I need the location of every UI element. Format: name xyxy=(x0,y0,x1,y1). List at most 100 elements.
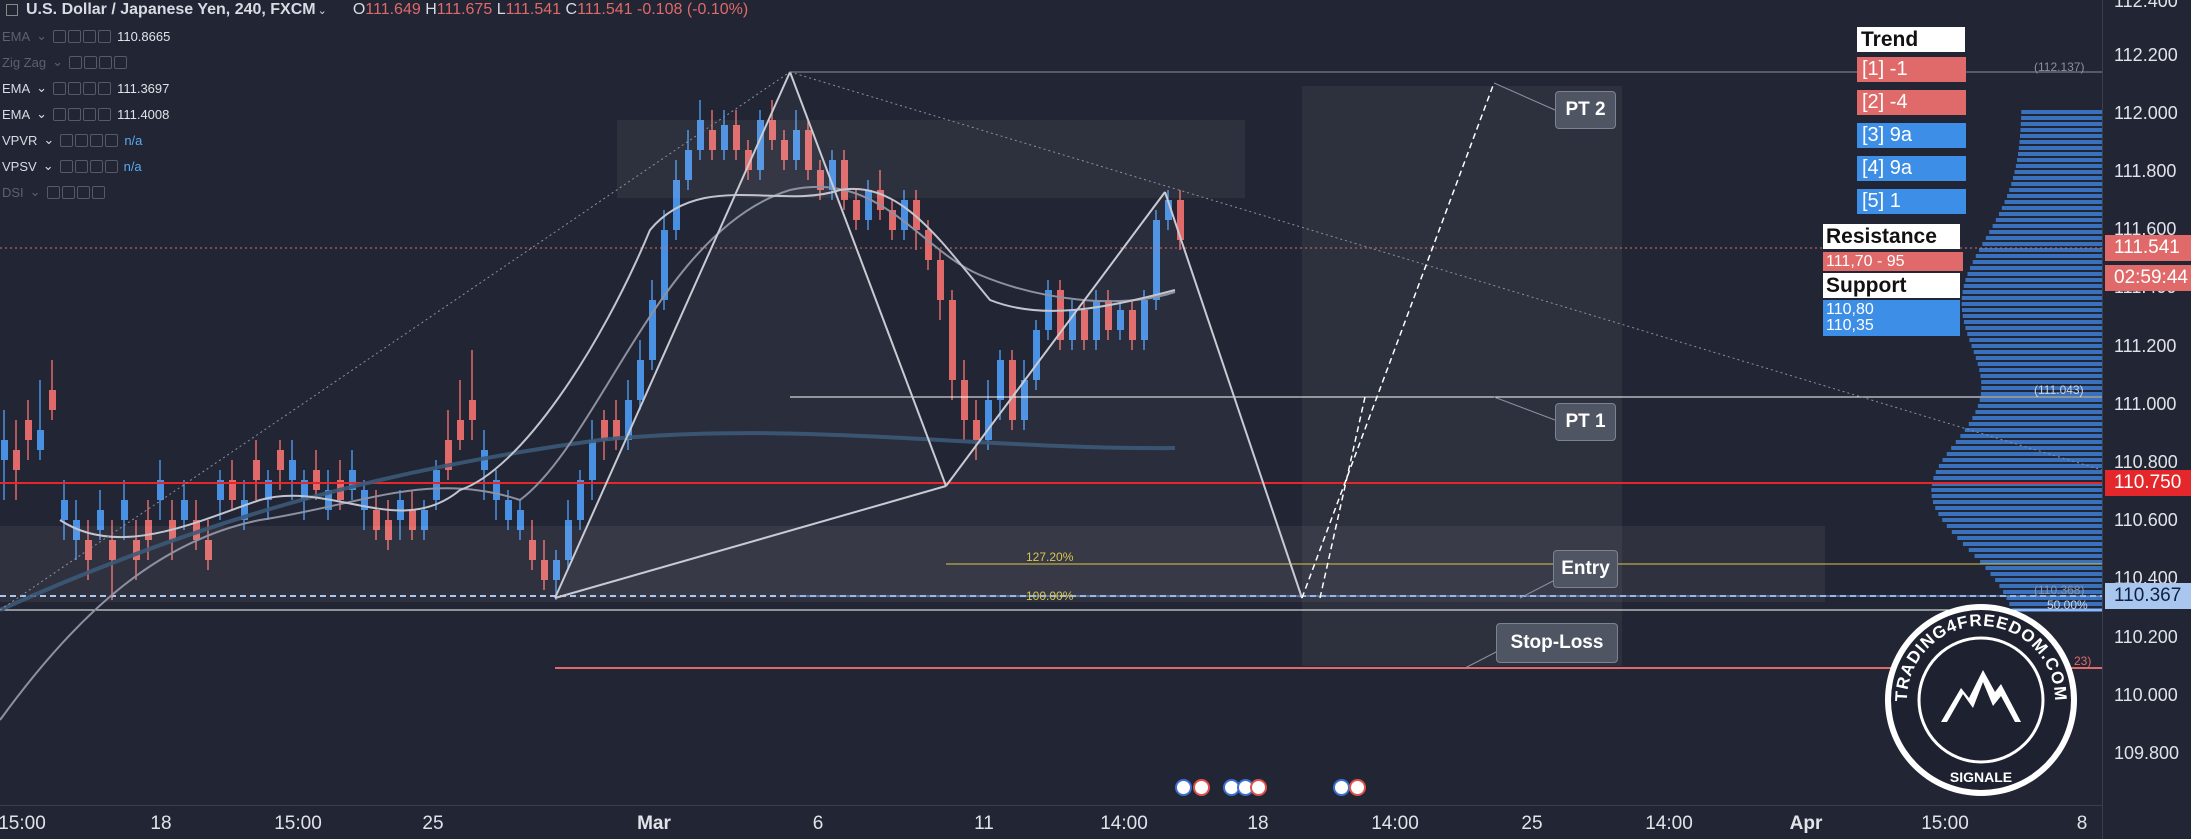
settings-icon[interactable] xyxy=(98,107,112,121)
price-tick: 111.800 xyxy=(2114,161,2177,181)
settings-icon[interactable] xyxy=(91,185,105,199)
chevron-down-icon[interactable]: ⌄ xyxy=(52,54,63,69)
trend-row: [3] 9a xyxy=(1857,123,1966,148)
volume-profile-bar xyxy=(1969,266,2102,270)
symbol-title[interactable]: U.S. Dollar / Japanese Yen, 240, FXCM xyxy=(26,1,316,18)
indicator-name[interactable]: VPVR xyxy=(2,132,38,148)
event-flag-jp-icon[interactable] xyxy=(1193,779,1210,796)
time-axis[interactable] xyxy=(0,805,2102,839)
entry-callout[interactable]: Entry xyxy=(1553,550,1618,588)
settings-icon[interactable] xyxy=(83,81,97,95)
settings-icon[interactable] xyxy=(74,159,88,173)
volume-profile-bar xyxy=(1962,314,2102,318)
settings-icon[interactable] xyxy=(105,133,119,147)
volume-profile-bar xyxy=(1974,554,2102,558)
indicator-controls[interactable] xyxy=(68,55,127,69)
price-axis[interactable] xyxy=(2102,0,2191,839)
settings-icon[interactable] xyxy=(83,29,97,43)
indicator-name[interactable]: EMA xyxy=(2,106,31,122)
candle-body xyxy=(1117,310,1124,330)
settings-icon[interactable] xyxy=(53,107,67,121)
indicator-row[interactable]: EMA ⌄ 111.4008 xyxy=(2,104,169,124)
settings-icon[interactable] xyxy=(75,133,89,147)
stop-loss-callout[interactable]: Stop-Loss xyxy=(1496,623,1618,663)
settings-icon[interactable] xyxy=(53,81,67,95)
pt1-callout[interactable]: PT 1 xyxy=(1555,403,1616,441)
indicator-controls[interactable] xyxy=(53,107,112,121)
pt2-callout[interactable]: PT 2 xyxy=(1555,91,1616,129)
candle-body xyxy=(13,450,20,470)
indicator-controls[interactable] xyxy=(53,29,112,43)
indicator-controls[interactable] xyxy=(46,185,105,199)
indicator-row[interactable]: VPSV ⌄ n/a xyxy=(2,156,142,176)
event-flag-us-icon[interactable] xyxy=(1333,779,1350,796)
indicator-row[interactable]: VPVR ⌄ n/a xyxy=(2,130,142,150)
event-flag-jp-icon[interactable] xyxy=(1349,779,1366,796)
settings-icon[interactable] xyxy=(89,159,103,173)
time-tick: 14:00 xyxy=(1371,813,1419,834)
settings-icon[interactable] xyxy=(60,133,74,147)
candle-body xyxy=(49,390,56,410)
settings-icon[interactable] xyxy=(46,185,60,199)
candle-body xyxy=(241,500,248,520)
volume-profile-bar xyxy=(1979,248,2102,252)
indicator-value: n/a xyxy=(124,132,143,148)
collapse-icon[interactable] xyxy=(6,4,18,16)
settings-icon[interactable] xyxy=(68,55,82,69)
settings-icon[interactable] xyxy=(59,159,73,173)
indicator-controls[interactable] xyxy=(53,81,112,95)
chevron-down-icon[interactable]: ⌄ xyxy=(42,158,54,173)
volume-profile-bar xyxy=(1990,572,2102,576)
logo-subtext: SIGNALE xyxy=(1950,769,2012,785)
indicator-row[interactable]: DSI ⌄ xyxy=(2,182,105,202)
settings-icon[interactable] xyxy=(68,107,82,121)
chevron-down-icon[interactable]: ⌄ xyxy=(36,106,48,121)
settings-icon[interactable] xyxy=(53,29,67,43)
indicator-row[interactable]: Zig Zag ⌄ xyxy=(2,52,127,72)
settings-icon[interactable] xyxy=(90,133,104,147)
settings-icon[interactable] xyxy=(104,159,118,173)
settings-icon[interactable] xyxy=(76,185,90,199)
indicator-controls[interactable] xyxy=(60,133,119,147)
pattern-leg xyxy=(945,191,1166,487)
price-label-110368: (110.368) xyxy=(2034,583,2085,597)
settings-icon[interactable] xyxy=(61,185,75,199)
candle-body xyxy=(301,480,308,500)
event-flag-us-icon[interactable] xyxy=(1175,779,1192,796)
price-tick: 110.000 xyxy=(2114,685,2178,705)
settings-icon[interactable] xyxy=(113,55,127,69)
indicator-name[interactable]: Zig Zag xyxy=(2,54,47,70)
chevron-down-icon[interactable]: ⌄ xyxy=(43,132,55,147)
candles xyxy=(1,100,1184,600)
indicator-row[interactable]: EMA ⌄ 110.8665 xyxy=(2,26,170,46)
event-flag-jp-icon[interactable] xyxy=(1250,779,1267,796)
chevron-down-icon[interactable]: ⌄ xyxy=(36,28,48,43)
indicator-name[interactable]: EMA xyxy=(2,80,31,96)
trading4freedom-logo: TRADING4FREEDOM.COM SIGNALE xyxy=(1885,604,2077,796)
indicator-name[interactable]: VPSV xyxy=(2,158,37,174)
chevron-down-icon[interactable]: ⌄ xyxy=(317,4,327,17)
support-title: Support xyxy=(1823,273,1960,298)
indicator-name[interactable]: EMA xyxy=(2,28,31,44)
settings-icon[interactable] xyxy=(68,29,82,43)
indicator-name[interactable]: DSI xyxy=(2,184,24,200)
chevron-down-icon[interactable]: ⌄ xyxy=(36,80,48,95)
candle-body xyxy=(145,520,152,540)
candle-body xyxy=(625,400,632,440)
settings-icon[interactable] xyxy=(98,29,112,43)
volume-profile-bar xyxy=(2019,140,2102,144)
indicator-row[interactable]: EMA ⌄ 111.3697 xyxy=(2,78,169,98)
settings-icon[interactable] xyxy=(98,81,112,95)
settings-icon[interactable] xyxy=(68,81,82,95)
indicator-controls[interactable] xyxy=(59,159,118,173)
trendline-dotted xyxy=(0,71,791,611)
candle-body xyxy=(829,160,836,190)
candle-body xyxy=(661,230,668,300)
settings-icon[interactable] xyxy=(83,55,97,69)
settings-icon[interactable] xyxy=(83,107,97,121)
settings-icon[interactable] xyxy=(98,55,112,69)
candle-body xyxy=(253,460,260,480)
chevron-down-icon[interactable]: ⌄ xyxy=(29,184,41,199)
